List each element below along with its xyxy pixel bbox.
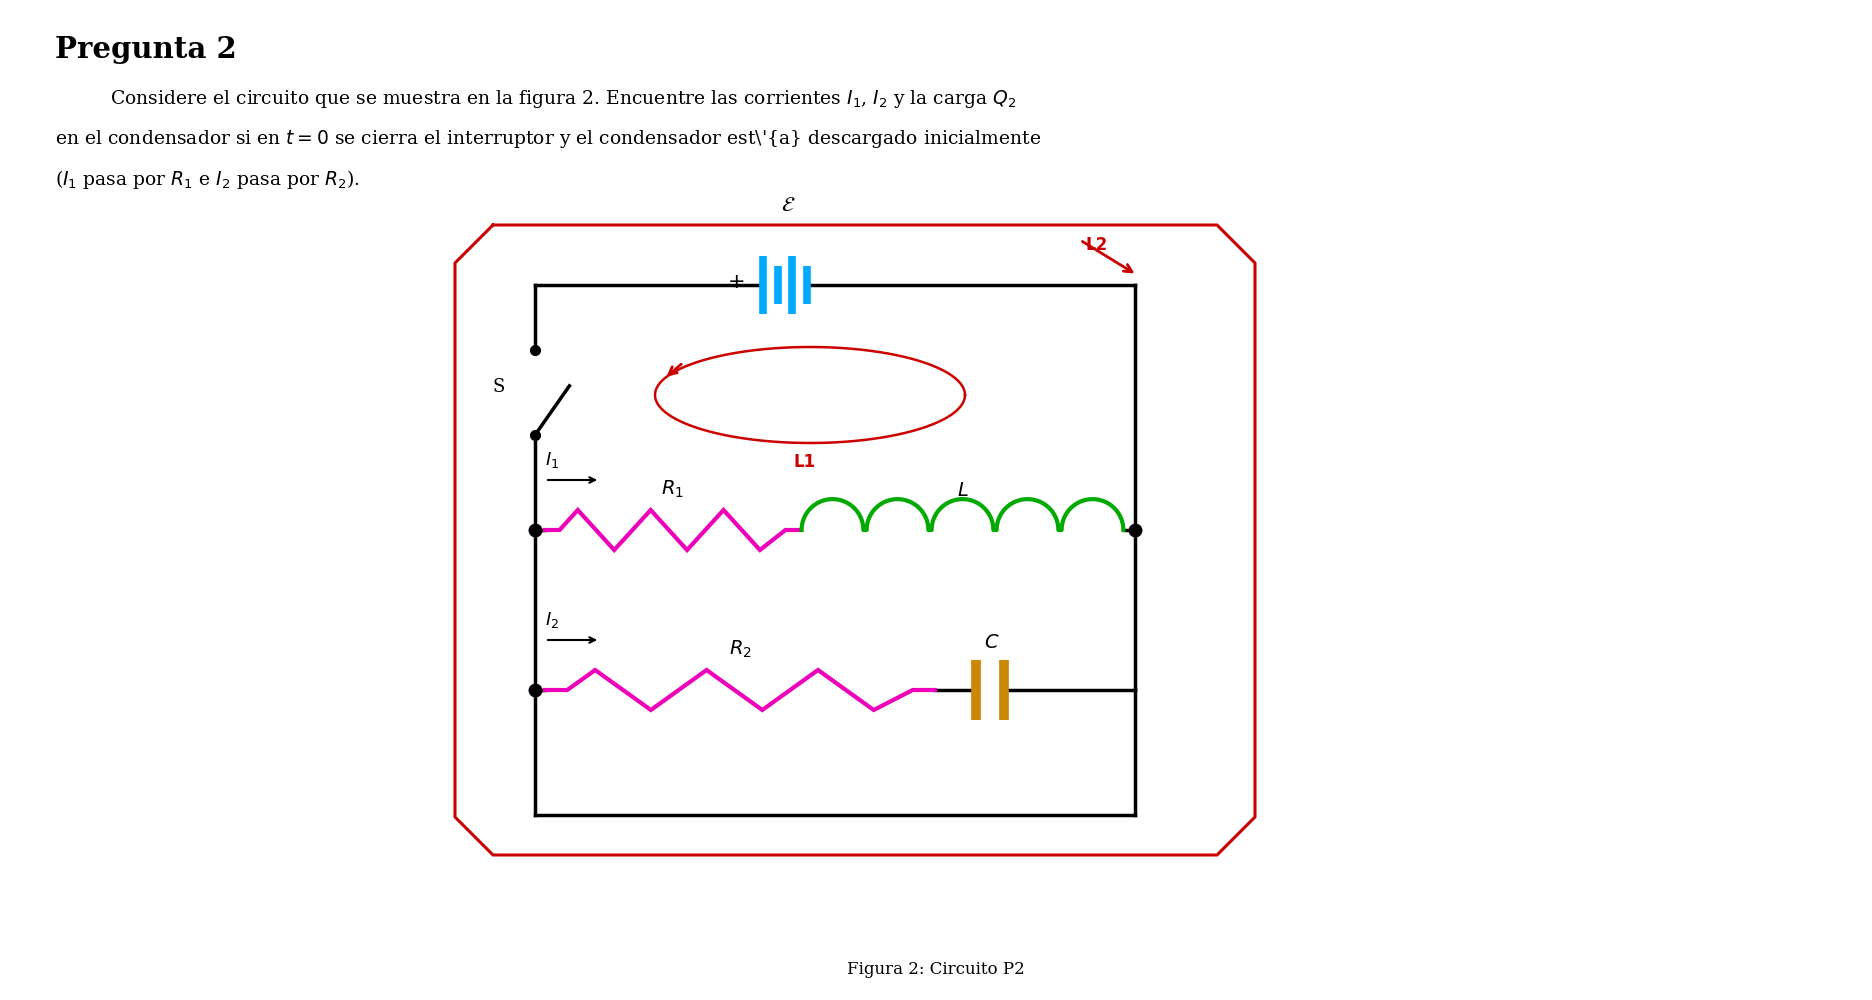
Text: en el condensador si en $t = 0$ se cierra el interruptor y el condensador est\'{: en el condensador si en $t = 0$ se cierr… [54,128,1041,150]
Text: Considere el circuito que se muestra en la figura 2. Encuentre las corrientes $I: Considere el circuito que se muestra en … [110,88,1016,110]
Text: L1: L1 [794,453,816,471]
Text: $R_2$: $R_2$ [728,639,751,660]
Text: +: + [728,272,745,292]
Text: Figura 2: Circuito P2: Figura 2: Circuito P2 [848,961,1024,978]
Text: S: S [492,378,505,396]
Text: $I_1$: $I_1$ [545,450,560,470]
Text: $C$: $C$ [985,634,1000,652]
Text: ($I_1$ pasa por $R_1$ e $I_2$ pasa por $R_2$).: ($I_1$ pasa por $R_1$ e $I_2$ pasa por $… [54,168,359,191]
Text: L2: L2 [1086,236,1106,254]
Text: $I_2$: $I_2$ [545,610,560,630]
Text: Pregunta 2: Pregunta 2 [54,35,236,64]
Text: $L$: $L$ [957,482,968,500]
Text: $R_1$: $R_1$ [661,479,683,500]
Text: $\mathcal{E}$: $\mathcal{E}$ [781,196,796,215]
